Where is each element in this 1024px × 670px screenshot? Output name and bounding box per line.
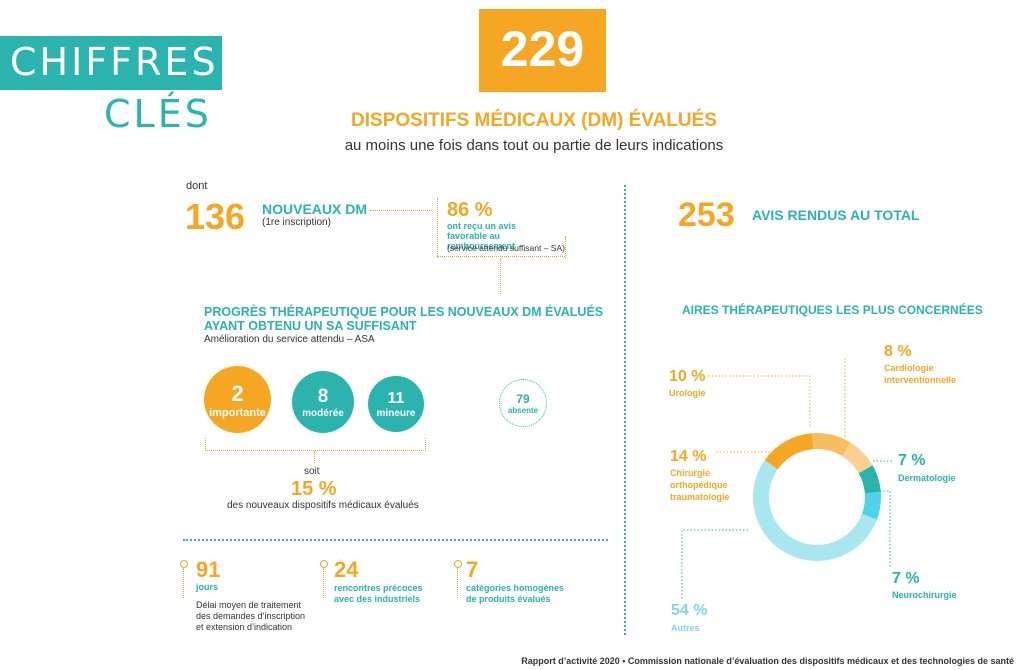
- stat-bullet-icon: [180, 560, 188, 568]
- cardio-name2: interventionnelle: [884, 375, 957, 385]
- stat-jours-number: 91: [196, 557, 221, 582]
- progres-title-line2: AYANT OBTENU UN SA SUFFISANT: [204, 319, 417, 333]
- bracket-right: [565, 236, 566, 258]
- autres-percent: 54 %: [671, 602, 708, 619]
- stat-rencontres-label2: avec des industriels: [334, 594, 421, 604]
- vertical-divider: [624, 185, 626, 635]
- asa-moderee-value: 8: [317, 385, 329, 407]
- avis-label: AVIS RENDUS AU TOTAL: [752, 207, 920, 223]
- uro-name: Urologie: [669, 388, 706, 398]
- favorable-note: (service attendu suffisant – SA): [447, 243, 565, 253]
- progres-subtitle: Amélioration du service attendu – ASA: [204, 334, 375, 345]
- progres-title-line1: PROGRÈS THÉRAPEUTIQUE POUR LES NOUVEAUX …: [204, 305, 604, 319]
- favorable-percent: 86 %: [447, 199, 493, 221]
- stat-jours-desc2: des demandes d’inscription: [196, 611, 306, 621]
- nouveaux-note: (1re inscription): [262, 217, 331, 228]
- footer: Rapport d’activité 2020 • Commission nat…: [521, 656, 1014, 666]
- stat-bullet-icon: [454, 560, 462, 568]
- asa-moderee-circle: 8 modérée: [292, 371, 354, 433]
- cardio-percent: 8 %: [884, 343, 912, 360]
- title-line1: CHIFFRES: [10, 40, 219, 84]
- headline-number: 229: [500, 21, 585, 77]
- aires-title: AIRES THÉRAPEUTIQUES LES PLUS CONCERNÉES: [682, 303, 983, 317]
- asa-moderee-label: modérée: [302, 407, 344, 419]
- nouveaux-label: NOUVEAUX DM: [262, 201, 368, 217]
- asa-importante-circle: 2 importante: [204, 366, 271, 433]
- favorable-label: ont reçu un avis favorable au remboursem…: [447, 221, 517, 251]
- progres-percent: 15 %: [291, 478, 337, 500]
- headline-subtitle: au moins une fois dans tout ou partie de…: [344, 137, 724, 154]
- cardio-name1: Cardiologie: [884, 363, 934, 373]
- stat-rencontres-label1: rencontres précoces: [334, 583, 423, 593]
- autres-name: Autres: [671, 623, 700, 633]
- aires-donut-chart: [753, 433, 881, 561]
- nouveaux-number: 136: [185, 196, 246, 237]
- soit-label: soit: [304, 466, 320, 477]
- ortho-percent: 14 %: [670, 448, 707, 465]
- derma-percent: 7 %: [898, 452, 926, 469]
- asa-importante-label: importante: [209, 406, 266, 419]
- ortho-name3: traumatologie: [670, 492, 730, 502]
- avis-number: 253: [678, 196, 735, 234]
- stat-categories-label1: catégories homogènes: [466, 583, 565, 593]
- derma-name: Dermatologie: [898, 473, 956, 483]
- donut-slice: [841, 442, 873, 474]
- stat-bullet-icon: [320, 560, 328, 568]
- donut-slice: [858, 465, 881, 494]
- donut-slice: [861, 491, 881, 520]
- stat-categories-number: 7: [466, 557, 479, 582]
- circles-bracket: [205, 438, 426, 451]
- donut-slice: [764, 433, 814, 470]
- donut-slice: [753, 460, 877, 561]
- asa-absente-label: absente: [507, 405, 539, 415]
- asa-mineure-circle: 11 mineure: [368, 376, 424, 432]
- progres-percent-label: des nouveaux dispositifs médicaux évalué…: [227, 500, 419, 511]
- favorable-bracket: [437, 198, 565, 257]
- leader-neuro: [873, 490, 891, 568]
- headline-number-box: [479, 9, 606, 92]
- neuro-percent: 7 %: [892, 570, 920, 587]
- leader-autres: [681, 529, 748, 600]
- horizontal-divider: [183, 539, 608, 541]
- stat-jours-label: jours: [196, 582, 219, 592]
- leader-lines: [681, 358, 892, 600]
- leader-uro: [708, 375, 811, 428]
- circles-bracket-stem: [314, 451, 315, 463]
- donut-slice: [811, 433, 851, 457]
- connector-line: [370, 210, 432, 211]
- bracket-stem: [500, 258, 501, 294]
- asa-absente-circle: 79 absente: [499, 379, 547, 427]
- asa-absente-value: 79: [516, 391, 530, 406]
- title-banner: [0, 36, 222, 90]
- stat-bullet-line: [457, 568, 458, 598]
- uro-percent: 10 %: [669, 368, 706, 385]
- asa-mineure-value: 11: [387, 389, 405, 407]
- stat-bullet-line: [323, 568, 324, 598]
- title-line2: CLÉS: [104, 92, 212, 136]
- ortho-name2: orthopédique: [670, 480, 728, 490]
- stat-jours-desc1: Délai moyen de traitement: [196, 600, 302, 610]
- ortho-name1: Chirurgie: [670, 468, 711, 478]
- asa-importante-value: 2: [231, 380, 244, 406]
- stat-rencontres-number: 24: [334, 557, 359, 582]
- bracket-left: [437, 198, 438, 258]
- asa-mineure-label: mineure: [376, 407, 416, 419]
- headline-label: DISPOSITIFS MÉDICAUX (DM) ÉVALUÉS: [351, 110, 717, 131]
- stat-bullet-line: [183, 568, 184, 598]
- stat-jours-desc3: et extension d’indication: [196, 622, 293, 632]
- stat-categories-label2: de produits évalués: [466, 594, 551, 604]
- dont-label: dont: [186, 180, 208, 192]
- neuro-name: Neurochirurgie: [892, 590, 957, 600]
